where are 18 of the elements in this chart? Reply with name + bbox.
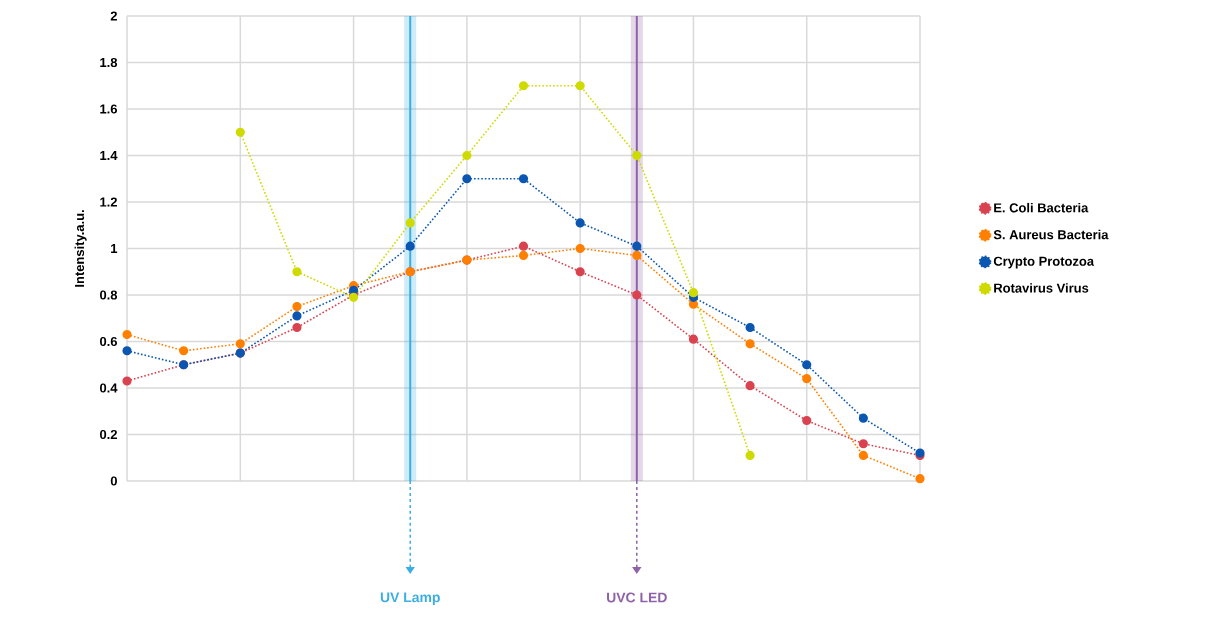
y-tick-label: 0.8 bbox=[100, 290, 118, 300]
legend-label: E. Coli Bacteria bbox=[994, 202, 1089, 213]
text: UVC LED bbox=[607, 592, 667, 603]
y-tick-label: 0 bbox=[110, 476, 117, 486]
y-tick-label: 1 bbox=[111, 244, 118, 253]
y-tick-label: 1.6 bbox=[100, 104, 118, 114]
text: UV Lamp bbox=[380, 592, 440, 605]
legend-label: Rotavirus Virus bbox=[994, 283, 1089, 293]
y-tick-label: 2 bbox=[110, 11, 117, 21]
y-tick-label: 0.2 bbox=[100, 429, 117, 440]
legend-label: Crypto Protozoa bbox=[993, 256, 1095, 269]
y-tick-label: 1.4 bbox=[100, 151, 118, 160]
y-tick-label: 0.4 bbox=[100, 383, 118, 393]
y-tick-label: 1.2 bbox=[100, 197, 117, 207]
y-tick-label: 0.6 bbox=[100, 336, 118, 347]
y-tick-label: 1.8 bbox=[100, 57, 118, 68]
legend-label: S. Aureus Bacteria bbox=[993, 229, 1109, 240]
y-axis-title: Intensity.a.u. bbox=[74, 210, 87, 287]
